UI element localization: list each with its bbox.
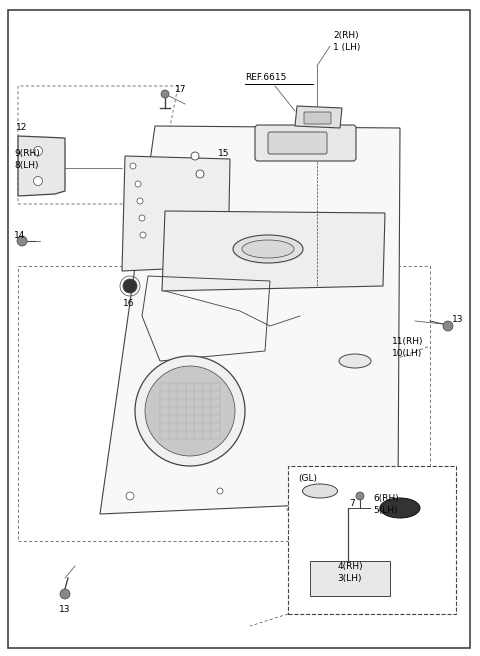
- Circle shape: [356, 492, 364, 500]
- Text: 6(RH): 6(RH): [373, 494, 399, 503]
- Ellipse shape: [380, 498, 420, 518]
- Text: 12: 12: [16, 123, 27, 133]
- Ellipse shape: [302, 484, 337, 498]
- Text: 15: 15: [218, 150, 229, 159]
- Text: 8(LH): 8(LH): [14, 161, 38, 170]
- Circle shape: [130, 163, 136, 169]
- Circle shape: [161, 90, 169, 98]
- Circle shape: [135, 356, 245, 466]
- Circle shape: [196, 170, 204, 178]
- Ellipse shape: [233, 235, 303, 263]
- FancyBboxPatch shape: [255, 125, 356, 161]
- Text: 13: 13: [59, 604, 71, 613]
- Polygon shape: [295, 106, 342, 128]
- Ellipse shape: [242, 240, 294, 258]
- Polygon shape: [122, 156, 230, 271]
- Circle shape: [34, 146, 43, 155]
- Text: 2(RH): 2(RH): [333, 31, 359, 40]
- Circle shape: [137, 198, 143, 204]
- Text: 16: 16: [123, 300, 134, 308]
- Text: 9(RH): 9(RH): [14, 149, 40, 158]
- Circle shape: [34, 176, 43, 186]
- Circle shape: [126, 492, 134, 500]
- Text: 5(LH): 5(LH): [373, 506, 397, 515]
- Circle shape: [17, 236, 27, 246]
- Circle shape: [145, 366, 235, 456]
- Circle shape: [60, 589, 70, 599]
- Text: 3(LH): 3(LH): [338, 574, 362, 583]
- Circle shape: [217, 488, 223, 494]
- Text: (GL): (GL): [298, 474, 317, 483]
- Polygon shape: [162, 211, 385, 291]
- Circle shape: [135, 181, 141, 187]
- Text: 7: 7: [349, 499, 355, 508]
- Bar: [288, 466, 456, 614]
- Circle shape: [140, 232, 146, 238]
- Text: 13: 13: [452, 316, 464, 325]
- Text: 14: 14: [14, 232, 25, 241]
- Circle shape: [443, 321, 453, 331]
- Circle shape: [123, 279, 137, 293]
- Text: REF.6615: REF.6615: [245, 73, 287, 82]
- Bar: [310, 561, 390, 596]
- FancyBboxPatch shape: [304, 112, 331, 124]
- Polygon shape: [100, 126, 400, 514]
- Circle shape: [139, 215, 145, 221]
- FancyBboxPatch shape: [268, 132, 327, 154]
- Text: 10(LH): 10(LH): [392, 349, 422, 358]
- Text: 17: 17: [175, 85, 187, 94]
- Text: 1 (LH): 1 (LH): [333, 43, 360, 52]
- Ellipse shape: [339, 354, 371, 368]
- Text: 11(RH): 11(RH): [392, 337, 423, 346]
- Polygon shape: [18, 136, 65, 196]
- Circle shape: [191, 152, 199, 160]
- Text: 4(RH): 4(RH): [337, 562, 363, 571]
